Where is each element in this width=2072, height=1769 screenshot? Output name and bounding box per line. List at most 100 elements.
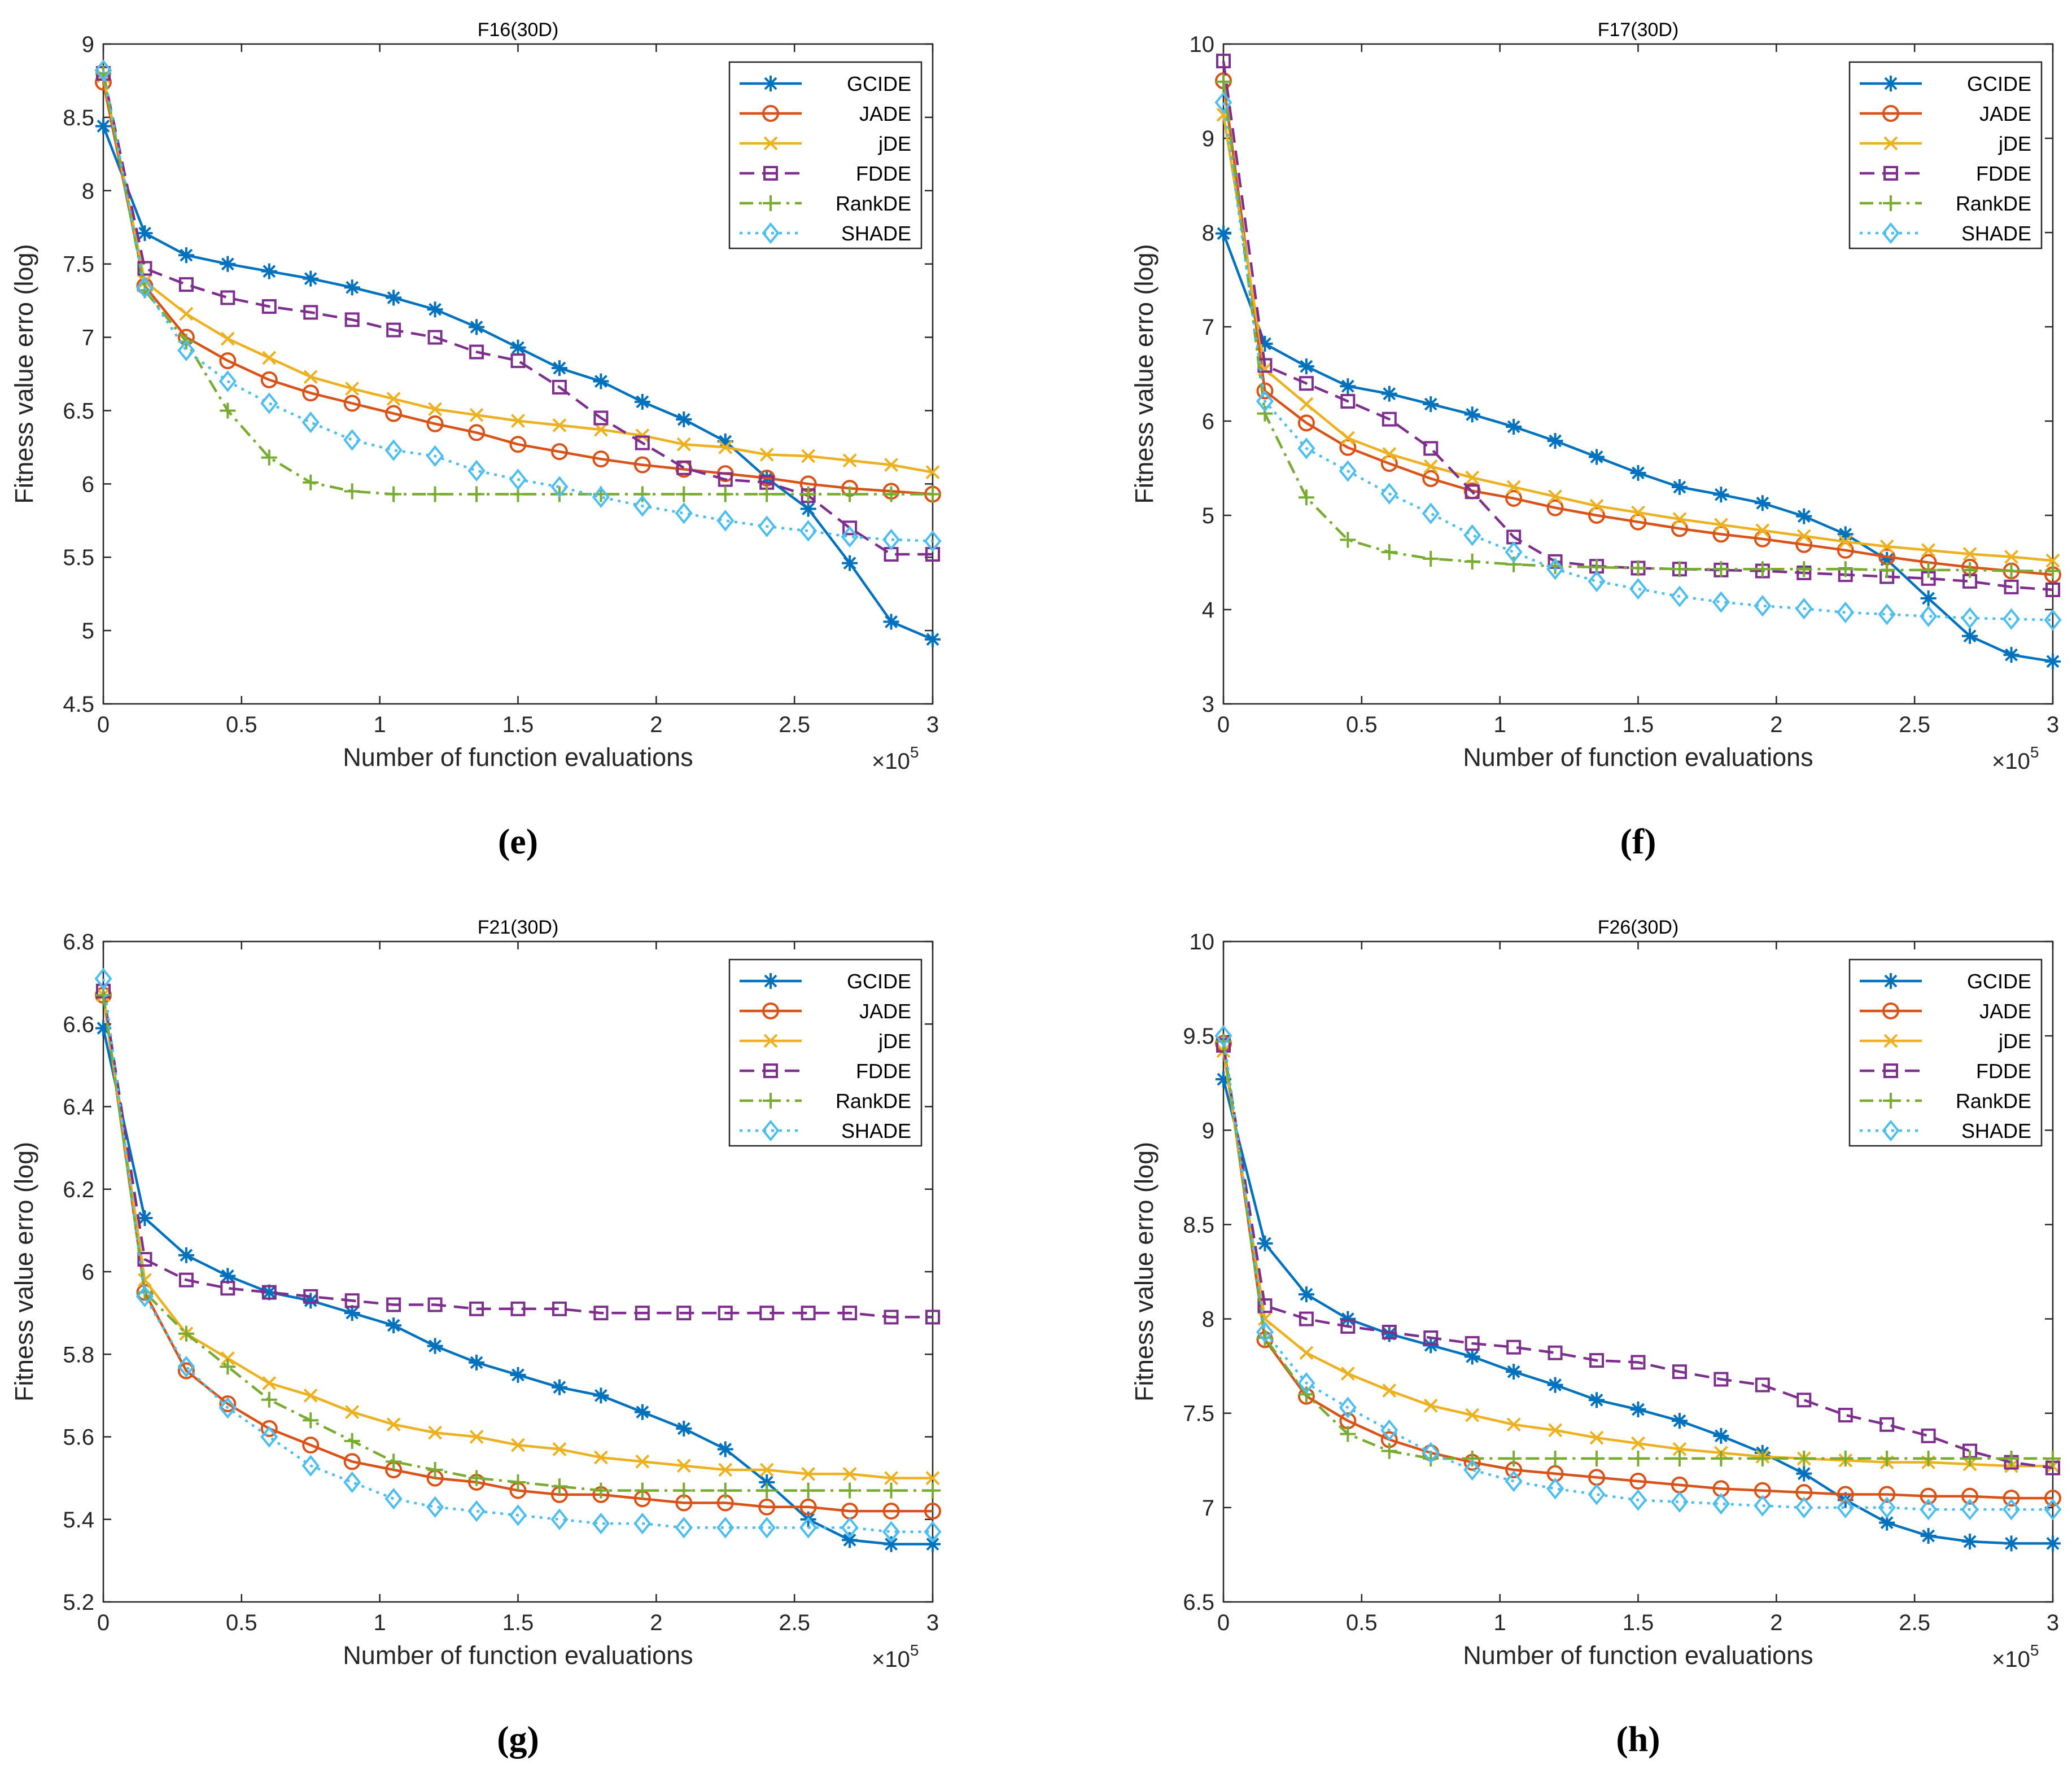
chart-1-jde-marker [1713, 518, 1728, 532]
chart-1-jade-marker [1297, 414, 1315, 432]
chart-0-fdde-marker [552, 379, 567, 395]
chart-1-gcide-marker [1962, 628, 1978, 644]
chart-3-shade-marker [1505, 1470, 1523, 1492]
chart-2-series-fdde [96, 983, 940, 1325]
chart-3-legend-item-fdde: FDDE [1860, 1059, 2031, 1083]
chart-1-gcide-marker [1423, 396, 1439, 412]
chart-2-shade-marker [924, 1521, 942, 1543]
chart-1-ytick-label: 4 [1202, 598, 1214, 623]
chart-2-caption: (g) [497, 1719, 539, 1759]
chart-2-shade-marker [260, 1426, 278, 1448]
chart-1-rankde-marker [1671, 561, 1688, 577]
chart-2-shade-marker [94, 967, 112, 989]
chart-3-series-line-fdde [1222, 1045, 2053, 1469]
chart-2-jde-marker [345, 1405, 360, 1420]
chart-2-jde-marker [220, 1351, 235, 1365]
chart-1-shade-marker [1837, 601, 1855, 624]
chart-3-xtick-label: 3 [2047, 1610, 2059, 1635]
chart-3-xtick-label: 1.5 [1623, 1610, 1654, 1635]
chart-0-x-multiplier: ×105 [872, 743, 919, 774]
chart-2-jde-marker [676, 1459, 691, 1473]
chart-2-jade-marker [924, 1503, 941, 1520]
chart-2-gcide-marker [344, 1305, 360, 1321]
chart-3-shade-marker [1961, 1499, 1979, 1521]
chart-0-shade-marker [218, 370, 237, 392]
chart-2-xtick-label: 0 [97, 1610, 110, 1635]
chart-3-fdde-marker [1589, 1353, 1605, 1368]
chart-2-gcide-marker [717, 1441, 733, 1457]
chart-2-rankde-marker [344, 1433, 360, 1449]
chart-3-gcide-marker [1216, 1071, 1231, 1088]
chart-2-jde-marker [138, 1273, 152, 1288]
chart-2-gcide-marker [386, 1317, 402, 1334]
chart-3-shade-marker [1795, 1496, 1813, 1519]
chart-3-gcide-marker [1506, 1364, 1522, 1380]
chart-3-fdde-marker [1340, 1319, 1356, 1334]
chart-1-shade-marker [1380, 483, 1398, 505]
chart-2-shade-marker [841, 1517, 859, 1539]
chart-3-shade-marker [1214, 1024, 1232, 1047]
chart-1-legend-box [1848, 61, 2043, 249]
chart-3-fdde-marker [1713, 1372, 1729, 1387]
chart-3-xtick-label: 2.5 [1899, 1610, 1930, 1635]
chart-2-jade-marker [260, 1420, 278, 1437]
chart-2-fdde-marker [842, 1306, 858, 1321]
chart-1-jade-marker [1380, 455, 1398, 472]
chart-0-shade-marker [426, 445, 444, 467]
chart-0-legend-label: GCIDE [847, 72, 911, 95]
chart-2-rankde-marker [634, 1482, 650, 1499]
chart-0-rankde-marker [386, 486, 402, 502]
chart-1-ytick-label: 6 [1202, 409, 1214, 434]
chart-2-fdde-marker [593, 1306, 609, 1321]
chart-3-legend: GCIDE JADE jDE FDDE RankDE SHADE [1848, 958, 2043, 1147]
chart-2-series-line-fdde [102, 991, 933, 1319]
chart-0-jde-marker [884, 458, 898, 472]
chart-0-fdde-marker [261, 299, 277, 314]
chart-0-gcide-marker [427, 301, 443, 318]
chart-2-legend-item-fdde: FDDE [740, 1059, 911, 1083]
chart-1-shade-marker [1297, 437, 1315, 459]
chart-2-xtick-label: 1.5 [502, 1610, 534, 1635]
chart-2-legend-label: RankDE [836, 1089, 911, 1113]
chart-0-jde-marker [469, 408, 484, 422]
chart-0: 0 0.5 1 1.5 2 2.5 3 4.5 5 5.5 6 6.5 7 7.5 8 8.5 9 F16(30D… [10, 19, 942, 861]
chart-1-legend-item-gcide: GCIDE [1860, 72, 2031, 95]
chart-1-series-gcide [1216, 225, 2061, 669]
chart-2-fdde-marker [676, 1306, 692, 1321]
chart-0-ytick-label: 4.5 [63, 692, 94, 717]
chart-2-gcide-marker [593, 1387, 609, 1404]
chart-2-jde-marker [428, 1425, 443, 1440]
chart-0-rankde-marker [759, 486, 775, 502]
chart-0-ytick-label: 5 [82, 619, 94, 643]
chart-1-xtick-label: 1.5 [1623, 712, 1654, 737]
chart-0-gcide-marker [842, 555, 858, 571]
chart-2-jde-marker [925, 1471, 940, 1486]
chart-3-rankde-marker [1547, 1450, 1563, 1466]
chart-1-gcide-marker [1920, 590, 1937, 606]
chart-0-fdde-marker [469, 344, 484, 360]
chart-3-rankde-marker [1630, 1450, 1646, 1466]
chart-2-legend-label: JADE [859, 1000, 911, 1023]
chart-1-shade-marker [1588, 570, 1606, 593]
chart-1-rankde-marker [2003, 563, 2019, 579]
chart-3-shade-marker [1878, 1496, 1896, 1519]
chart-3-fdde-marker [1838, 1408, 1853, 1423]
chart-2-jde-marker [469, 1430, 484, 1444]
chart-2-gcide-marker [883, 1536, 899, 1552]
chart-3-series-shade [1214, 1024, 2062, 1521]
chart-1-jde-marker [1879, 539, 1894, 554]
chart-1-x-multiplier-base: ×10 [1992, 749, 2030, 774]
chart-2-series-line-shade [102, 978, 933, 1533]
chart-3-shade-marker [1380, 1419, 1398, 1441]
chart-0-shade-marker [467, 459, 486, 482]
chart-0-fdde-marker [386, 322, 401, 338]
chart-0-gcide-marker [634, 393, 650, 410]
chart-2-gcide-marker [676, 1420, 692, 1437]
chart-3-shade-marker [1629, 1489, 1647, 1511]
chart-3-rankde-marker [2045, 1450, 2061, 1466]
chart-2-rankde-marker [220, 1359, 236, 1375]
chart-3-jde-marker [1382, 1383, 1397, 1398]
chart-1-x-multiplier-exp: 5 [2030, 743, 2039, 761]
chart-2-gcide-marker [842, 1532, 858, 1548]
chart-3-fdde-marker [1299, 1311, 1314, 1326]
